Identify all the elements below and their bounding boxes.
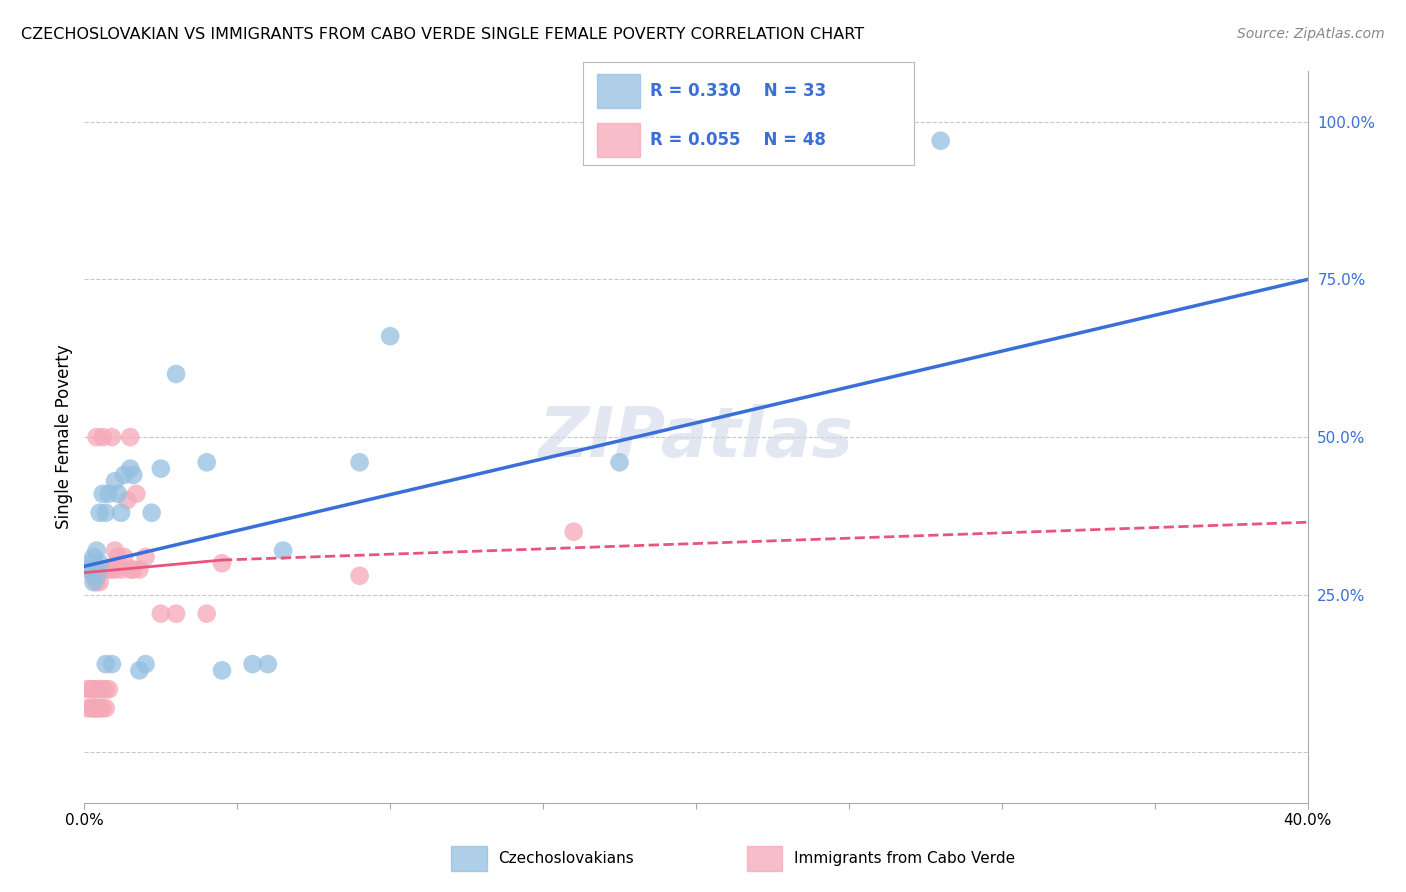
Point (120, 562, 142, 576)
Point (97, 682, 120, 697)
Point (86, 682, 108, 697)
Point (83, 682, 105, 697)
Point (609, 455, 631, 469)
Point (94, 506, 117, 520)
Bar (596, 123, 640, 157)
Point (86, 701, 108, 715)
Point (104, 474, 127, 488)
Point (211, 556, 233, 570)
Point (76, 682, 98, 697)
Point (128, 664, 150, 678)
Point (89, 682, 111, 697)
Point (83, 575, 105, 590)
Text: ZIPatlas: ZIPatlas (538, 403, 853, 471)
Point (211, 664, 233, 678)
Point (149, 461, 172, 475)
Point (83, 701, 105, 715)
Bar (596, 74, 640, 108)
Point (89, 575, 111, 590)
Point (195, 455, 218, 469)
Point (562, 524, 585, 539)
Point (79, 556, 101, 570)
Text: Immigrants from Cabo Verde: Immigrants from Cabo Verde (794, 851, 1015, 866)
Y-axis label: Single Female Poverty: Single Female Poverty (55, 345, 73, 529)
Point (101, 657, 124, 671)
Point (380, 329, 402, 343)
Text: Source: ZipAtlas.com: Source: ZipAtlas.com (1237, 27, 1385, 41)
Point (94, 562, 117, 576)
Point (83, 682, 105, 697)
Point (91, 701, 114, 715)
Point (104, 562, 127, 576)
Point (91, 430, 114, 444)
Point (257, 657, 280, 671)
Point (91, 562, 114, 576)
Point (91, 487, 114, 501)
Point (165, 607, 187, 621)
Point (115, 493, 138, 508)
Point (91, 682, 114, 697)
Point (86, 543, 108, 558)
Point (128, 562, 150, 576)
Point (929, 134, 952, 148)
Text: R = 0.330    N = 33: R = 0.330 N = 33 (650, 82, 825, 100)
Point (271, 543, 294, 558)
Point (104, 543, 127, 558)
Point (79, 701, 101, 715)
Point (110, 562, 132, 576)
Point (349, 455, 371, 469)
Point (89, 506, 111, 520)
Point (86, 430, 108, 444)
Text: Czechoslovakians: Czechoslovakians (499, 851, 634, 866)
Point (120, 430, 142, 444)
Point (195, 607, 218, 621)
Point (149, 607, 172, 621)
Point (94, 701, 117, 715)
Point (141, 506, 163, 520)
Text: CZECHOSLOVAKIAN VS IMMIGRANTS FROM CABO VERDE SINGLE FEMALE POVERTY CORRELATION : CZECHOSLOVAKIAN VS IMMIGRANTS FROM CABO … (21, 27, 865, 42)
Point (101, 562, 124, 576)
Point (76, 701, 98, 715)
Point (83, 549, 105, 564)
Point (349, 569, 371, 583)
Point (107, 549, 129, 564)
Point (135, 657, 157, 671)
Point (86, 575, 108, 590)
Bar (747, 847, 782, 871)
Point (122, 467, 145, 482)
Point (120, 461, 142, 475)
Point (101, 430, 124, 444)
Point (112, 467, 135, 482)
Point (89, 701, 111, 715)
Point (94, 682, 117, 697)
Point (83, 569, 105, 583)
Point (135, 549, 157, 564)
Point (89, 701, 111, 715)
Point (112, 549, 135, 564)
Bar (451, 847, 486, 871)
Point (97, 562, 120, 576)
Point (107, 487, 129, 501)
Point (97, 487, 120, 501)
Point (122, 562, 145, 576)
Point (76, 562, 98, 576)
Point (110, 506, 132, 520)
Point (94, 657, 117, 671)
Point (89, 556, 111, 570)
Point (79, 562, 101, 576)
Point (86, 569, 108, 583)
Point (83, 701, 105, 715)
Point (86, 701, 108, 715)
Point (79, 682, 101, 697)
Text: R = 0.055    N = 48: R = 0.055 N = 48 (650, 131, 825, 149)
Point (165, 367, 187, 381)
Point (125, 487, 148, 501)
Point (242, 657, 264, 671)
